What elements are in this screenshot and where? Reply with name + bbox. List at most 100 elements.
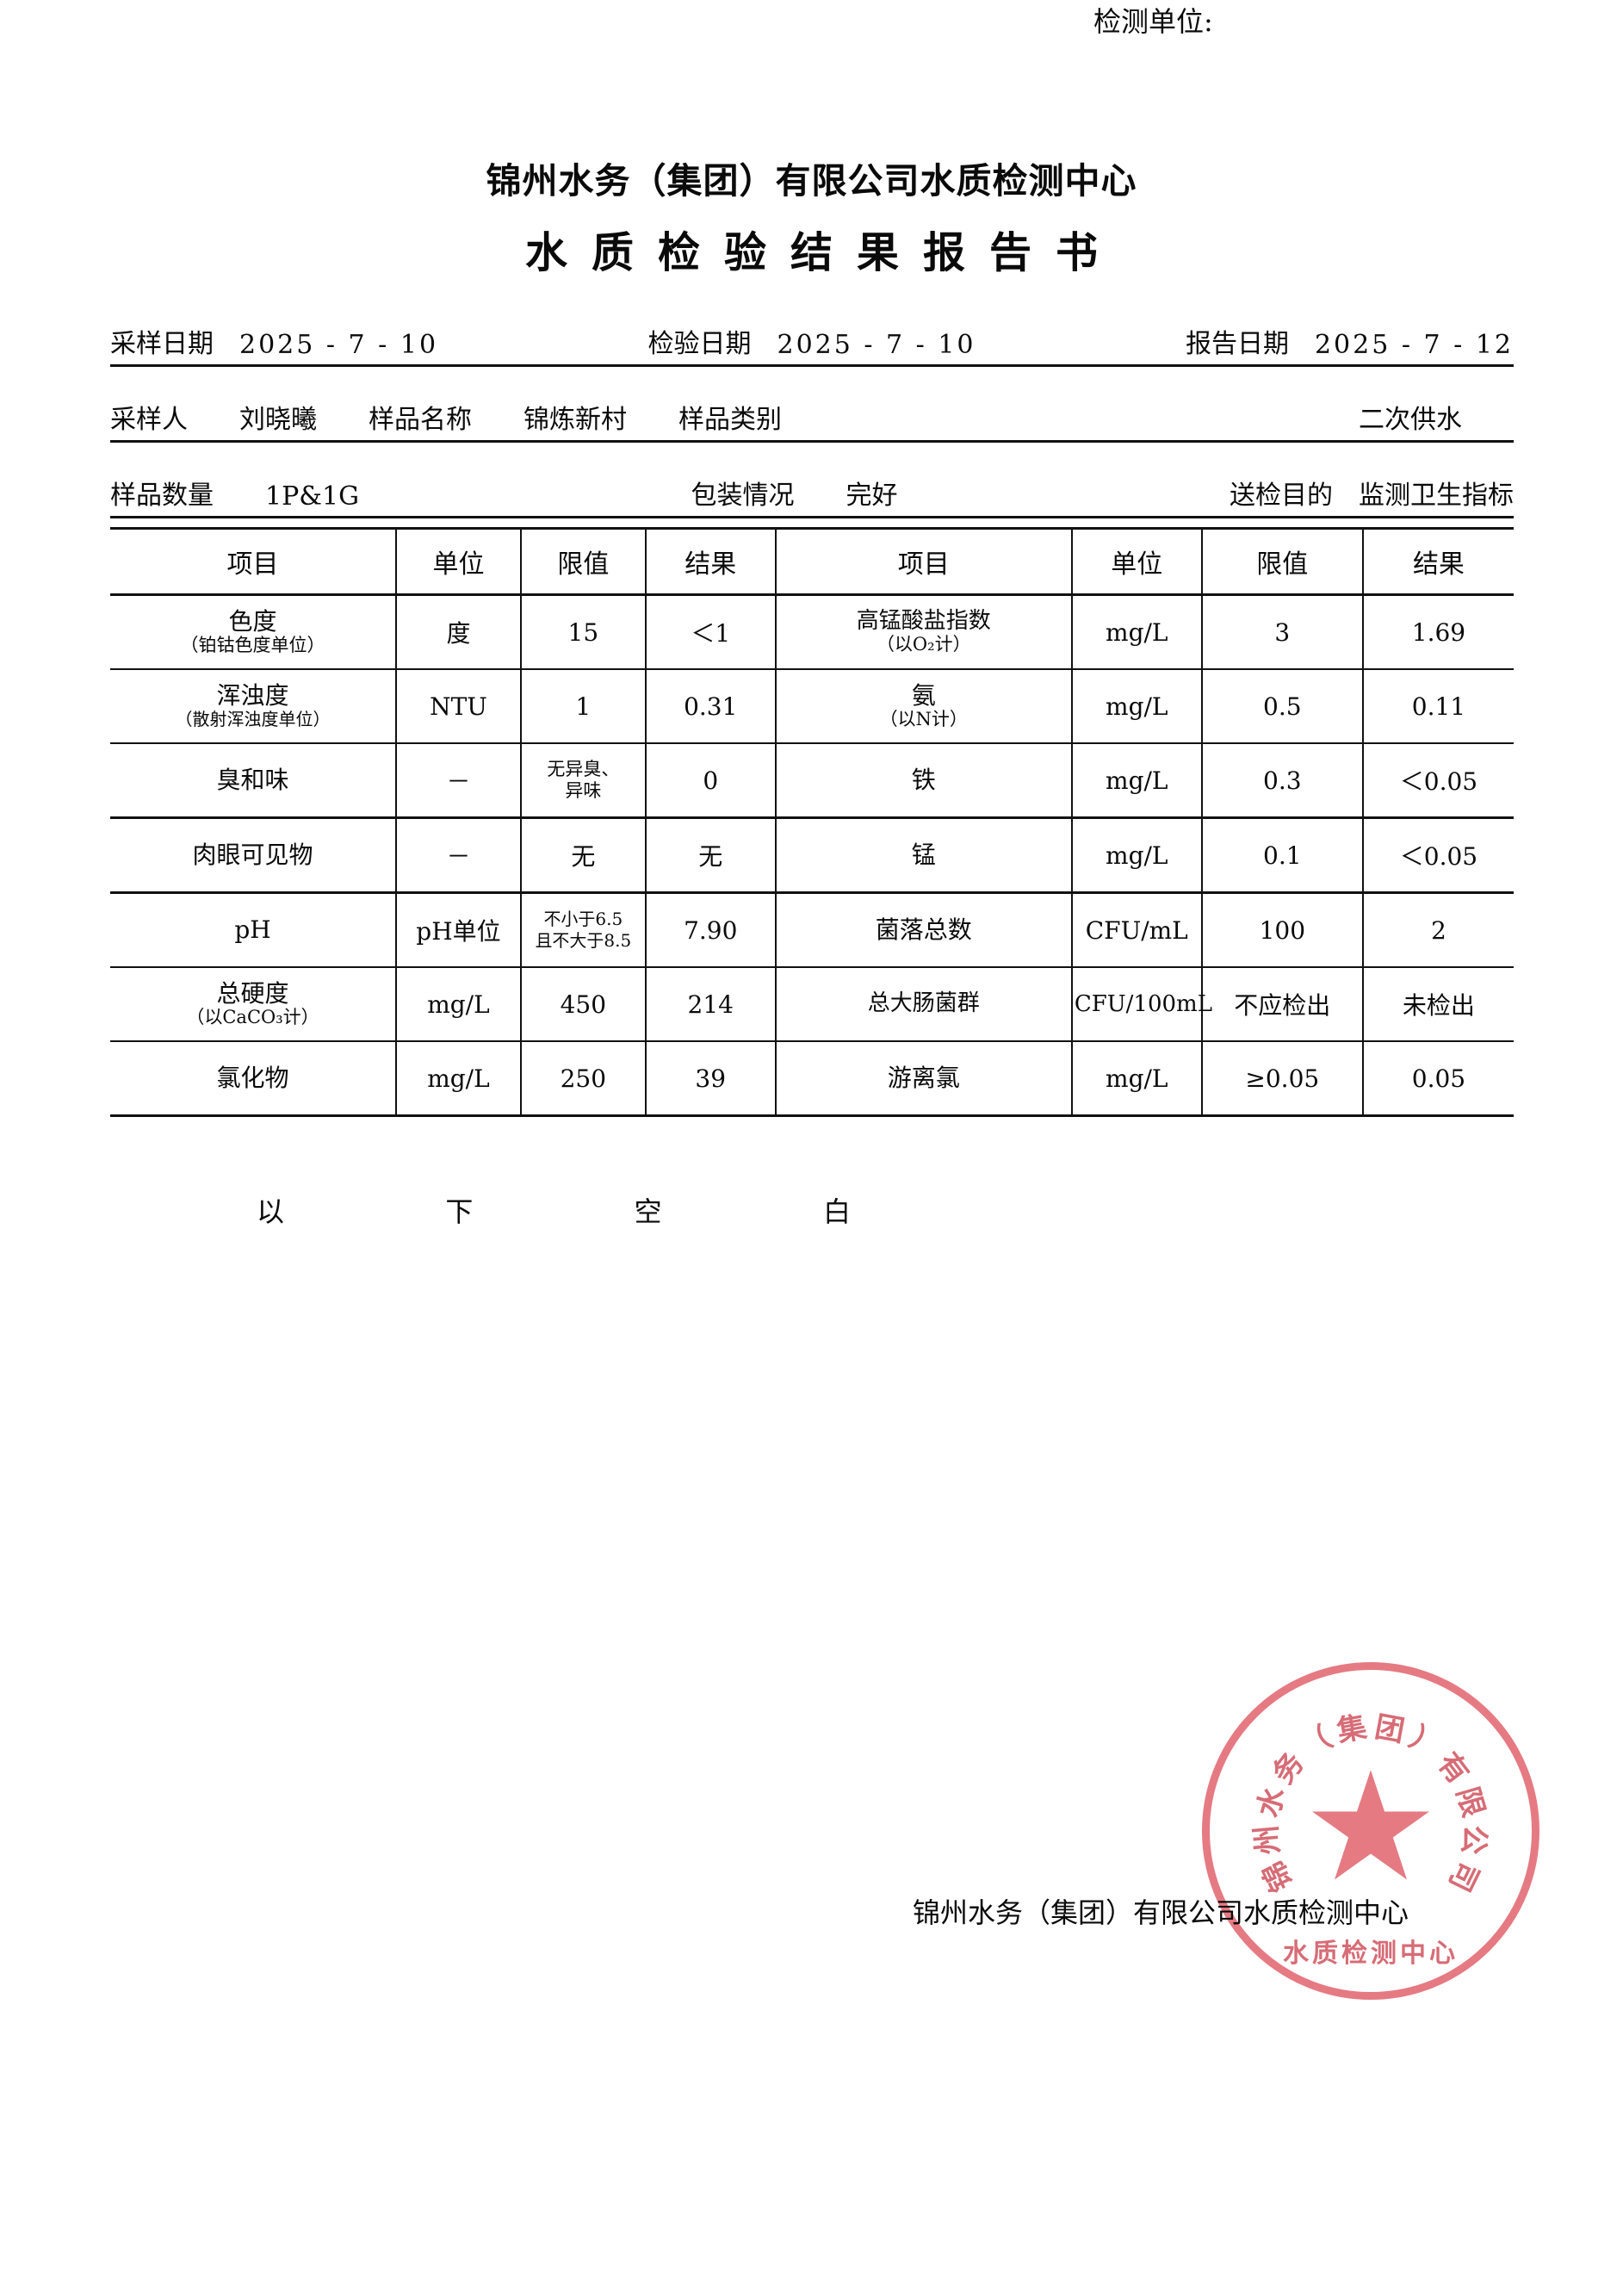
unit-cell: CFU/mL	[1070, 891, 1203, 967]
unit-cell: mg/L	[1070, 593, 1203, 669]
result-cell: ＜1	[644, 593, 777, 669]
result-cell: 0.31	[644, 668, 777, 743]
col-header-result-right: 结果	[1361, 527, 1514, 595]
purpose-value: 监测卫生指标	[1359, 481, 1514, 511]
table-row: 色度 （铂钴色度单位） 度 15 ＜1 高锰酸盐指数 （以O₂计） mg/L 3…	[110, 593, 1514, 669]
unit-cell: mg/L	[1070, 668, 1203, 743]
unit-cell: mg/L	[1070, 816, 1203, 893]
limit-cell: 15	[519, 593, 647, 669]
item-cell: 浑浊度 （散射浑浊度单位）	[110, 668, 398, 743]
limit-cell: 100	[1200, 891, 1364, 967]
col-header-result-left: 结果	[644, 527, 777, 595]
item-cell: 菌落总数	[774, 891, 1073, 967]
result-cell: ＜0.05	[1361, 816, 1514, 893]
purpose-label: 送检目的	[1230, 481, 1333, 511]
result-cell: 0.05	[1361, 1040, 1514, 1117]
document-title: 水质检验结果报告书	[524, 227, 1122, 277]
testing-unit-name: 锦州水务（集团）有限公司水质检测中心	[913, 1896, 1409, 1929]
limit-cell: 1	[519, 668, 647, 743]
packaging-label: 包装情况	[691, 481, 795, 511]
seal-bottom-text: 水质检测中心	[1283, 1939, 1459, 1969]
sample-qty-label: 样品数量	[110, 481, 214, 511]
unit-cell: NTU	[395, 668, 522, 743]
limit-cell: 450	[519, 966, 647, 1041]
seal-arc-char: 限	[1449, 1783, 1491, 1821]
seal-arc-char: （	[1295, 1720, 1339, 1765]
date-info-row: 采样日期 2025 - 7 - 10 检验日期 2025 - 7 - 10 报告…	[110, 326, 1514, 367]
limit-cell: 3	[1200, 593, 1364, 669]
result-cell: 2	[1361, 891, 1514, 967]
unit-cell: 度	[395, 593, 522, 669]
item-cell: 色度 （铂钴色度单位）	[110, 593, 398, 669]
sampler-label: 采样人	[110, 405, 188, 435]
report-date-label: 报告日期	[1185, 329, 1289, 359]
testing-unit-label: 检测单位:	[1093, 5, 1213, 38]
item-cell: 游离氯	[774, 1040, 1073, 1117]
limit-cell: 250	[519, 1040, 647, 1117]
seal-star-icon	[1312, 1770, 1429, 1880]
limit-cell: 无	[519, 816, 647, 893]
seal-arc-char: 司	[1441, 1855, 1486, 1897]
seal-arc-char: 务	[1266, 1746, 1311, 1790]
unit-cell: －	[395, 742, 522, 818]
result-cell: 0	[644, 742, 777, 818]
packaging-value: 完好	[846, 481, 898, 511]
seal-arc-char: 有	[1430, 1746, 1476, 1790]
limit-cell: 不小于6.5 且不大于8.5	[519, 891, 647, 967]
table-row: pH pH单位 不小于6.5 且不大于8.5 7.90 菌落总数 CFU/mL …	[110, 891, 1514, 967]
seal-arc-char: 州	[1249, 1823, 1286, 1856]
sample-qty-value: 1P&1G	[265, 481, 360, 512]
seal-arc-char: 团	[1372, 1710, 1408, 1749]
sample-type-value: 二次供水	[1359, 405, 1462, 435]
unit-cell: mg/L	[1070, 1040, 1203, 1117]
limit-cell: ≥0.05	[1200, 1040, 1364, 1117]
result-cell: 1.69	[1361, 593, 1514, 669]
item-cell: 氯化物	[110, 1040, 398, 1117]
sample-name-value: 锦炼新村	[523, 405, 627, 435]
table-row: 总硬度 （以CaCO₃计） mg/L 450 214 总大肠菌群 CFU/100…	[110, 966, 1514, 1041]
quantity-info-row: 样品数量 1P&1G 包装情况 完好 送检目的 监测卫生指标	[110, 477, 1514, 518]
item-cell: 臭和味	[110, 742, 398, 818]
test-date-label: 检验日期	[647, 329, 752, 359]
col-header-item-left: 项目	[110, 527, 398, 595]
item-cell: 高锰酸盐指数 （以O₂计）	[774, 593, 1073, 669]
result-cell: 未检出	[1361, 966, 1514, 1041]
water-quality-results-table: 项目 单位 限值 结果 项目 单位 限值 结果 色度 （铂钴色度单位） 度 15…	[110, 527, 1514, 1117]
seal-arc-text: 锦州水务（集团）有限公司	[1210, 1670, 1532, 1992]
table-row: 臭和味 － 无异臭、 异味 0 铁 mg/L 0.3 ＜0.05	[110, 742, 1514, 818]
unit-cell: －	[395, 816, 522, 893]
table-row: 氯化物 mg/L 250 39 游离氯 mg/L ≥0.05 0.05	[110, 1040, 1514, 1117]
result-cell: 0.11	[1361, 668, 1514, 743]
table-row: 浑浊度 （散射浑浊度单位） NTU 1 0.31 氨 （以N计） mg/L 0.…	[110, 668, 1514, 743]
sample-info-row: 采样人 刘晓曦 样品名称 锦炼新村 样品类别 二次供水	[110, 401, 1514, 443]
result-cell: ＜0.05	[1361, 742, 1514, 818]
sampling-date-label: 采样日期	[110, 329, 214, 359]
item-cell: 总硬度 （以CaCO₃计）	[110, 966, 398, 1041]
official-red-seal: 锦州水务（集团）有限公司 水质检测中心	[1202, 1662, 1539, 2000]
unit-cell: mg/L	[1070, 742, 1203, 818]
blank-char-1: 以	[257, 1195, 285, 1228]
limit-cell: 0.5	[1200, 668, 1364, 743]
item-cell: 总大肠菌群	[774, 966, 1073, 1041]
blank-char-3: 空	[634, 1195, 662, 1228]
report-date-value: 2025 - 7 - 12	[1314, 330, 1514, 360]
seal-arc-char: 水	[1250, 1783, 1292, 1821]
item-cell: 氨 （以N计）	[774, 668, 1073, 743]
blank-char-2: 下	[445, 1195, 474, 1228]
col-header-item-right: 项目	[774, 527, 1073, 595]
col-header-limit-left: 限值	[519, 527, 647, 595]
unit-cell: pH单位	[395, 891, 522, 967]
item-cell: 肉眼可见物	[110, 816, 398, 893]
sample-name-label: 样品名称	[369, 405, 472, 435]
seal-arc-char: 公	[1455, 1823, 1492, 1856]
sampling-date-value: 2025 - 7 - 10	[239, 330, 439, 360]
blank-char-4: 白	[822, 1195, 851, 1228]
item-cell: pH	[110, 891, 398, 967]
item-cell: 铁	[774, 742, 1073, 818]
sampler-value: 刘晓曦	[239, 405, 317, 435]
blank-below-notice: 以 下 空 白	[110, 1190, 971, 1230]
limit-cell: 不应检出	[1200, 966, 1364, 1041]
table-row: 肉眼可见物 － 无 无 锰 mg/L 0.1 ＜0.05	[110, 816, 1514, 893]
item-cell: 锰	[774, 816, 1073, 893]
test-date-value: 2025 - 7 - 10	[777, 330, 976, 360]
